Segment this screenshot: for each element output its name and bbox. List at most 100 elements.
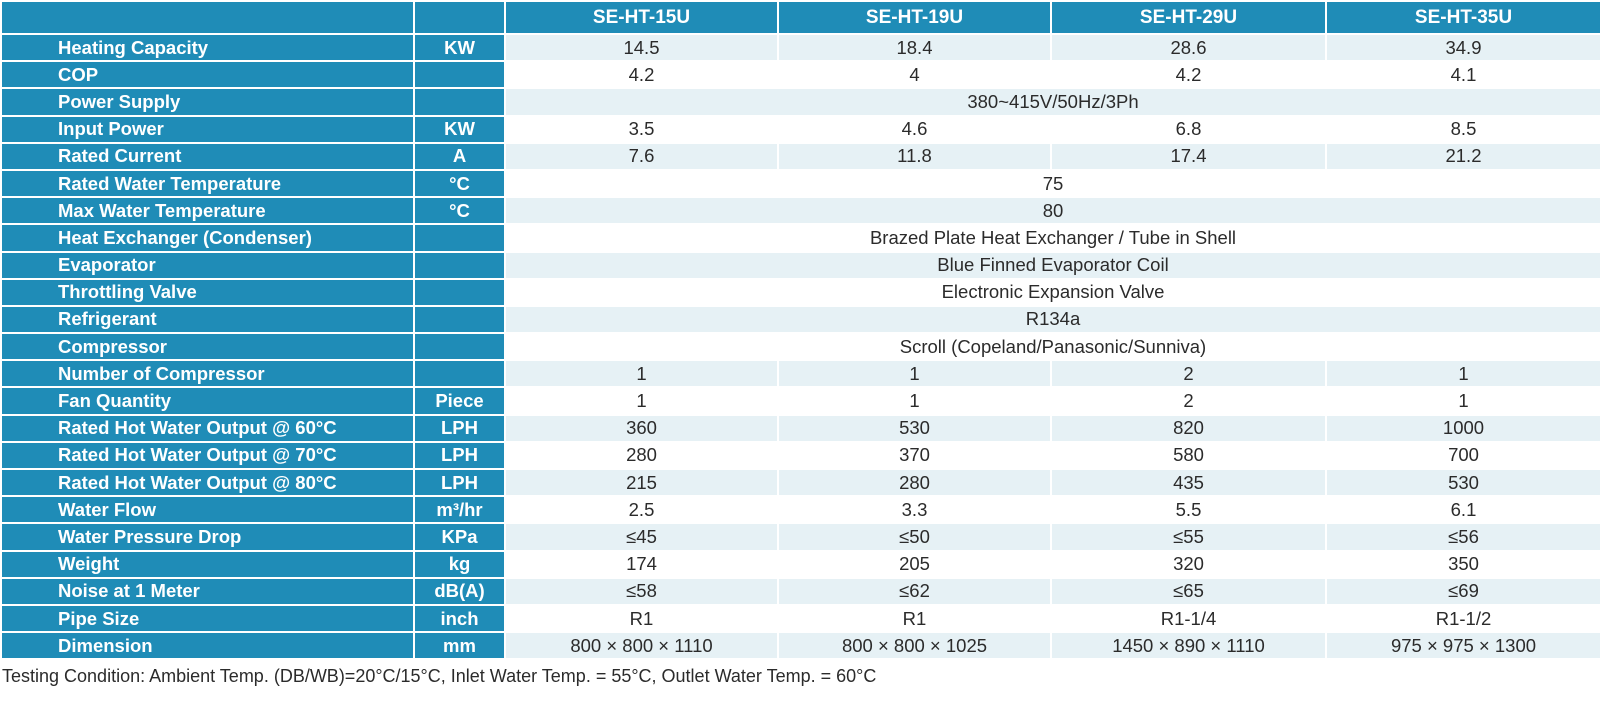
parameter-label: Evaporator (0, 250, 415, 280)
unit-label: LPH (413, 440, 506, 471)
value-cell: 21.2 (1325, 141, 1600, 171)
value-cell: 4.6 (777, 114, 1052, 144)
value-cell: 5.5 (1050, 495, 1327, 525)
header-row: SE-HT-15U SE-HT-19U SE-HT-29U SE-HT-35U (0, 0, 1600, 35)
parameter-label: Number of Compressor (0, 359, 415, 389)
parameter-label: Rated Hot Water Output @ 60°C (0, 413, 415, 443)
value-cell: 975 × 975 × 1300 (1325, 631, 1600, 661)
value-cell: 320 (1050, 549, 1327, 579)
value-cell: 820 (1050, 413, 1327, 443)
value-cell: 280 (504, 440, 779, 471)
parameter-label: Noise at 1 Meter (0, 576, 415, 606)
value-cell: ≤62 (777, 576, 1052, 606)
value-cell: 360 (504, 413, 779, 443)
value-cell: 1000 (1325, 413, 1600, 443)
parameter-label: Rated Hot Water Output @ 80°C (0, 467, 415, 498)
value-cell: 800 × 800 × 1110 (504, 631, 779, 661)
spec-row: Evaporator Blue Finned Evaporator Coil (0, 250, 1600, 280)
value-cell: 6.8 (1050, 114, 1327, 144)
value-cell: R1-1/2 (1325, 603, 1600, 634)
header-unit-cell (413, 0, 506, 35)
parameter-label: Compressor (0, 332, 415, 362)
value-cell: 205 (777, 549, 1052, 579)
value-cell: 1 (777, 359, 1052, 389)
spec-row: Max Water Temperature °C 80 (0, 196, 1600, 226)
model-header: SE-HT-15U (504, 0, 779, 35)
parameter-label: Input Power (0, 114, 415, 144)
value-cell: 2 (1050, 359, 1327, 389)
spec-row: Compressor Scroll (Copeland/Panasonic/Sun… (0, 332, 1600, 362)
shared-value-cell: Blue Finned Evaporator Coil (504, 250, 1600, 280)
value-cell: R1-1/4 (1050, 603, 1327, 634)
spec-row: Water Flow m³/hr 2.5 3.3 5.5 6.1 (0, 495, 1600, 525)
value-cell: 28.6 (1050, 32, 1327, 63)
value-cell: 1 (504, 386, 779, 416)
value-cell: ≤65 (1050, 576, 1327, 606)
parameter-label: Rated Hot Water Output @ 70°C (0, 440, 415, 471)
parameter-label: Pipe Size (0, 603, 415, 634)
parameter-label: Max Water Temperature (0, 196, 415, 226)
unit-label (413, 223, 506, 253)
spec-row: Heat Exchanger (Condenser) Brazed Plate H… (0, 223, 1600, 253)
parameter-label: Heating Capacity (0, 32, 415, 63)
value-cell: ≤58 (504, 576, 779, 606)
spec-row: Rated Hot Water Output @ 70°C LPH 280 370 58… (0, 440, 1600, 471)
unit-label (413, 277, 506, 307)
unit-label (413, 332, 506, 362)
parameter-label: Weight (0, 549, 415, 579)
spec-row: Heating Capacity KW 14.5 18.4 28.6 34.9 (0, 32, 1600, 63)
model-header: SE-HT-29U (1050, 0, 1327, 35)
parameter-label: Rated Water Temperature (0, 168, 415, 199)
value-cell: ≤50 (777, 522, 1052, 552)
unit-label: KPa (413, 522, 506, 552)
value-cell: 2.5 (504, 495, 779, 525)
value-cell: 7.6 (504, 141, 779, 171)
spec-row: Rated Hot Water Output @ 80°C LPH 215 280 43… (0, 467, 1600, 498)
value-cell: ≤56 (1325, 522, 1600, 552)
spec-row: Number of Compressor 1 1 2 1 (0, 359, 1600, 389)
spec-row: Fan Quantity Piece 1 1 2 1 (0, 386, 1600, 416)
value-cell: 1 (1325, 386, 1600, 416)
value-cell: 2 (1050, 386, 1327, 416)
spec-row: Rated Hot Water Output @ 60°C LPH 360 530 82… (0, 413, 1600, 443)
value-cell: 3.3 (777, 495, 1052, 525)
unit-label (413, 304, 506, 335)
unit-label: mm (413, 631, 506, 661)
spec-row: Rated Water Temperature °C 75 (0, 168, 1600, 199)
unit-label: inch (413, 603, 506, 634)
model-header: SE-HT-35U (1325, 0, 1600, 35)
value-cell: 14.5 (504, 32, 779, 63)
value-cell: 11.8 (777, 141, 1052, 171)
unit-label (413, 250, 506, 280)
value-cell: ≤69 (1325, 576, 1600, 606)
value-cell: 4.1 (1325, 60, 1600, 90)
unit-label: m³/hr (413, 495, 506, 525)
value-cell: 280 (777, 467, 1052, 498)
unit-label: dB(A) (413, 576, 506, 606)
parameter-label: Power Supply (0, 87, 415, 117)
value-cell: 18.4 (777, 32, 1052, 63)
value-cell: 17.4 (1050, 141, 1327, 171)
spec-row: Noise at 1 Meter dB(A) ≤58 ≤62 ≤65 ≤69 (0, 576, 1600, 606)
value-cell: 580 (1050, 440, 1327, 471)
value-cell: R1 (504, 603, 779, 634)
unit-label (413, 60, 506, 90)
header-blank-cell (0, 0, 415, 35)
value-cell: 700 (1325, 440, 1600, 471)
spec-row: Power Supply 380~415V/50Hz/3Ph (0, 87, 1600, 117)
spec-table: SE-HT-15U SE-HT-19U SE-HT-29U SE-HT-35U … (0, 0, 1600, 661)
unit-label: KW (413, 114, 506, 144)
value-cell: 350 (1325, 549, 1600, 579)
value-cell: 1 (1325, 359, 1600, 389)
spec-row: Water Pressure Drop KPa ≤45 ≤50 ≤55 ≤56 (0, 522, 1600, 552)
spec-row: Rated Current A 7.6 11.8 17.4 21.2 (0, 141, 1600, 171)
value-cell: 4.2 (504, 60, 779, 90)
unit-label (413, 87, 506, 117)
value-cell: ≤45 (504, 522, 779, 552)
model-header: SE-HT-19U (777, 0, 1052, 35)
value-cell: 174 (504, 549, 779, 579)
value-cell: 1450 × 890 × 1110 (1050, 631, 1327, 661)
value-cell: 4 (777, 60, 1052, 90)
spec-row: Refrigerant R134a (0, 304, 1600, 335)
value-cell: R1 (777, 603, 1052, 634)
